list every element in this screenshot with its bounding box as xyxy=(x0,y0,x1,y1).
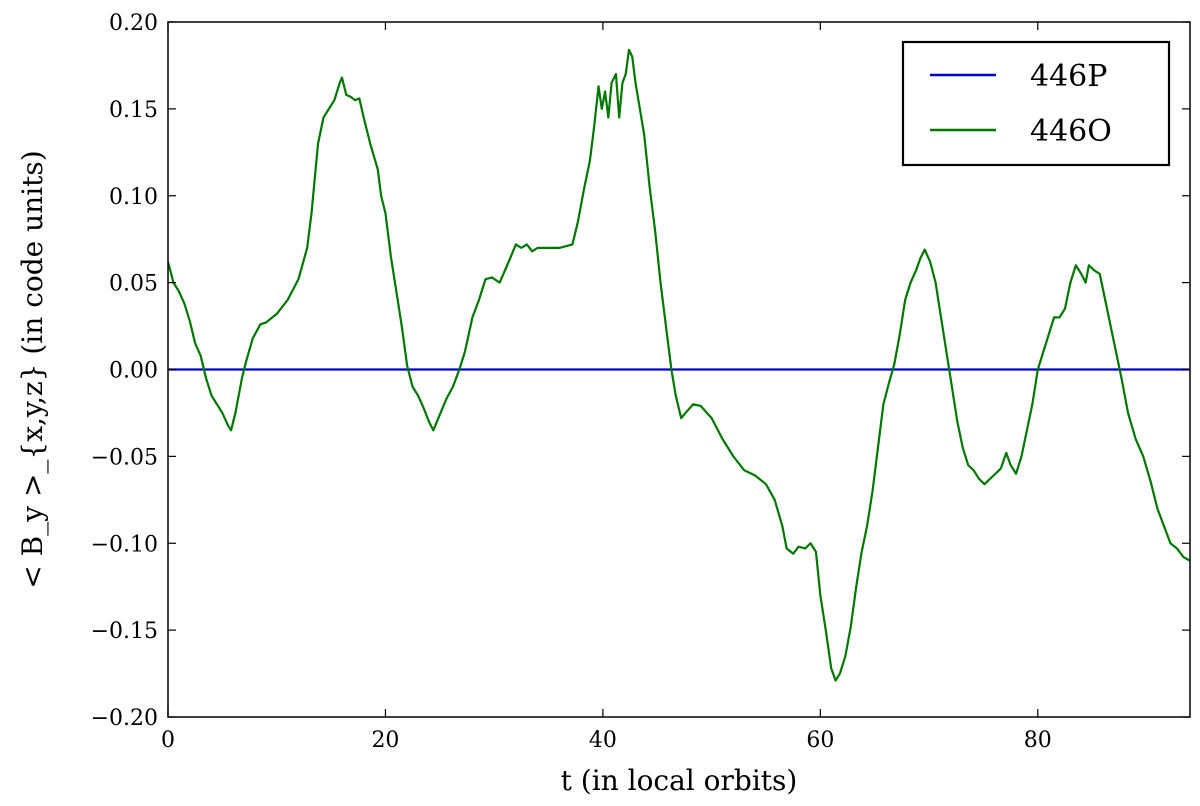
y-tick-label: 0.05 xyxy=(109,272,158,297)
x-axis-label: t (in local orbits) xyxy=(561,764,798,797)
ticks-layer: 0 20 40 60 80 −0.20 −0.15 −0.10 −0.05 0.00 0.05 0.1… xyxy=(91,11,1190,753)
plot-area xyxy=(168,48,1190,682)
series-line-446O xyxy=(168,48,1190,682)
y-tick-label: 0.20 xyxy=(109,11,158,36)
x-tick-label: 80 xyxy=(1024,728,1052,753)
y-tick-label: 0.15 xyxy=(109,98,158,123)
legend: 446P 446O xyxy=(901,40,1171,167)
y-tick-label: 0.00 xyxy=(109,359,158,384)
legend-box xyxy=(901,40,1171,167)
y-axis-label: < B_y >_{x,y,z} (in code units) xyxy=(16,150,49,588)
x-tick-label: 20 xyxy=(371,728,399,753)
x-tick-label: 40 xyxy=(589,728,617,753)
y-tick-label: −0.15 xyxy=(91,619,158,644)
axis-labels: t (in local orbits) < B_y >_{x,y,z} (in c… xyxy=(16,150,797,797)
x-tick-label: 60 xyxy=(806,728,834,753)
y-tick-label: 0.10 xyxy=(109,185,158,210)
legend-label-446O: 446O xyxy=(1030,114,1112,149)
x-tick-label: 0 xyxy=(161,728,175,753)
y-tick-label: −0.20 xyxy=(91,706,158,731)
series-layer xyxy=(168,48,1190,682)
legend-label-446P: 446P xyxy=(1030,59,1107,94)
y-tick-label: −0.05 xyxy=(91,445,158,470)
y-tick-label: −0.10 xyxy=(91,532,158,557)
